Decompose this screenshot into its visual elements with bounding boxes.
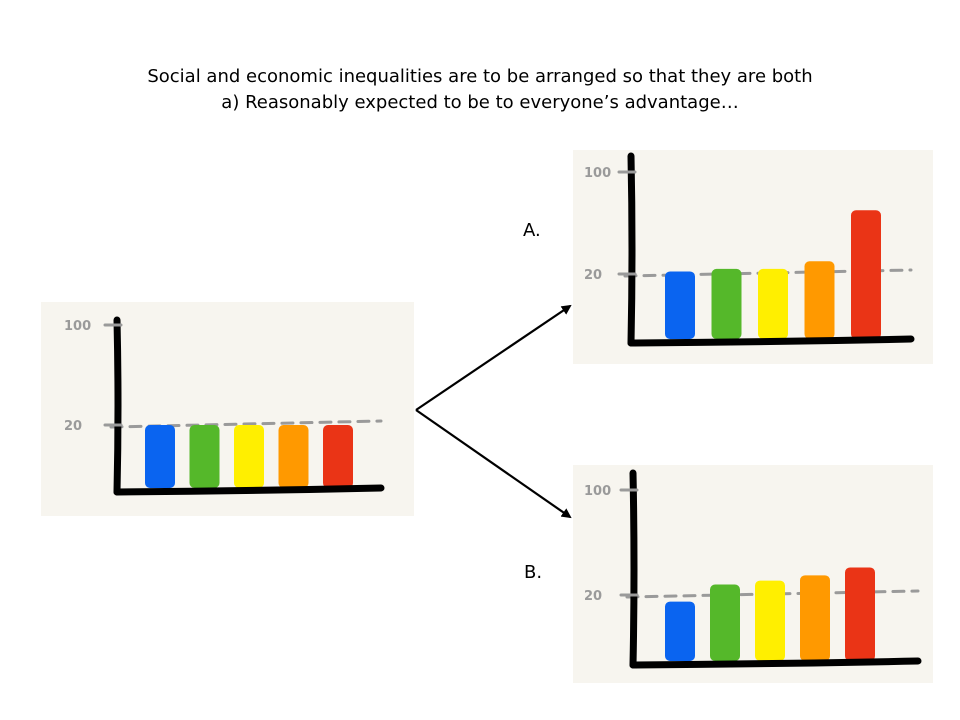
arrow-to-option-b	[415, 409, 572, 519]
bar-chart-svg: 100 20	[584, 152, 915, 347]
tick-label-100: 100	[584, 484, 611, 499]
y-axis	[113, 316, 122, 496]
reference-line-20	[625, 589, 920, 599]
bar-3	[758, 268, 788, 339]
bar-1	[665, 271, 695, 339]
bar-2	[711, 268, 742, 339]
tick-label-20: 20	[64, 419, 82, 434]
y-axis	[627, 152, 636, 347]
bar-4	[800, 575, 830, 661]
arrow-to-option-a	[415, 304, 572, 411]
bar-2	[710, 584, 740, 661]
tick-label-20: 20	[584, 268, 602, 283]
tick-label-100: 100	[64, 319, 91, 334]
slide-title: Social and economic inequalities are to …	[0, 64, 960, 116]
option-b-label: B.	[524, 562, 543, 583]
chart-option-a: 100 20	[573, 150, 933, 364]
slide-title-line-1: Social and economic inequalities are to …	[147, 66, 813, 87]
option-a-label: A.	[523, 220, 541, 241]
y-axis	[629, 469, 638, 669]
bar-1	[145, 425, 175, 488]
tick-label-20: 20	[584, 589, 602, 604]
bar-4	[804, 261, 835, 339]
x-axis	[629, 657, 922, 669]
x-axis	[113, 484, 385, 496]
bar-5	[851, 210, 881, 339]
x-axis	[627, 335, 915, 347]
bar-chart-svg: 100 20	[584, 469, 922, 669]
bar-2	[189, 425, 220, 488]
bar-5	[845, 567, 875, 661]
bar-chart-svg: 100 20	[64, 316, 385, 496]
bar-3	[234, 425, 264, 488]
slide-title-line-2: a) Reasonably expected to be to everyone…	[221, 92, 739, 113]
chart-option-b: 100 20	[573, 465, 933, 683]
bar-3	[755, 580, 785, 661]
bar-5	[323, 425, 353, 488]
bar-4	[278, 425, 309, 488]
bar-1	[665, 601, 695, 661]
tick-label-100: 100	[584, 166, 611, 181]
chart-original: 100 20	[41, 302, 414, 516]
